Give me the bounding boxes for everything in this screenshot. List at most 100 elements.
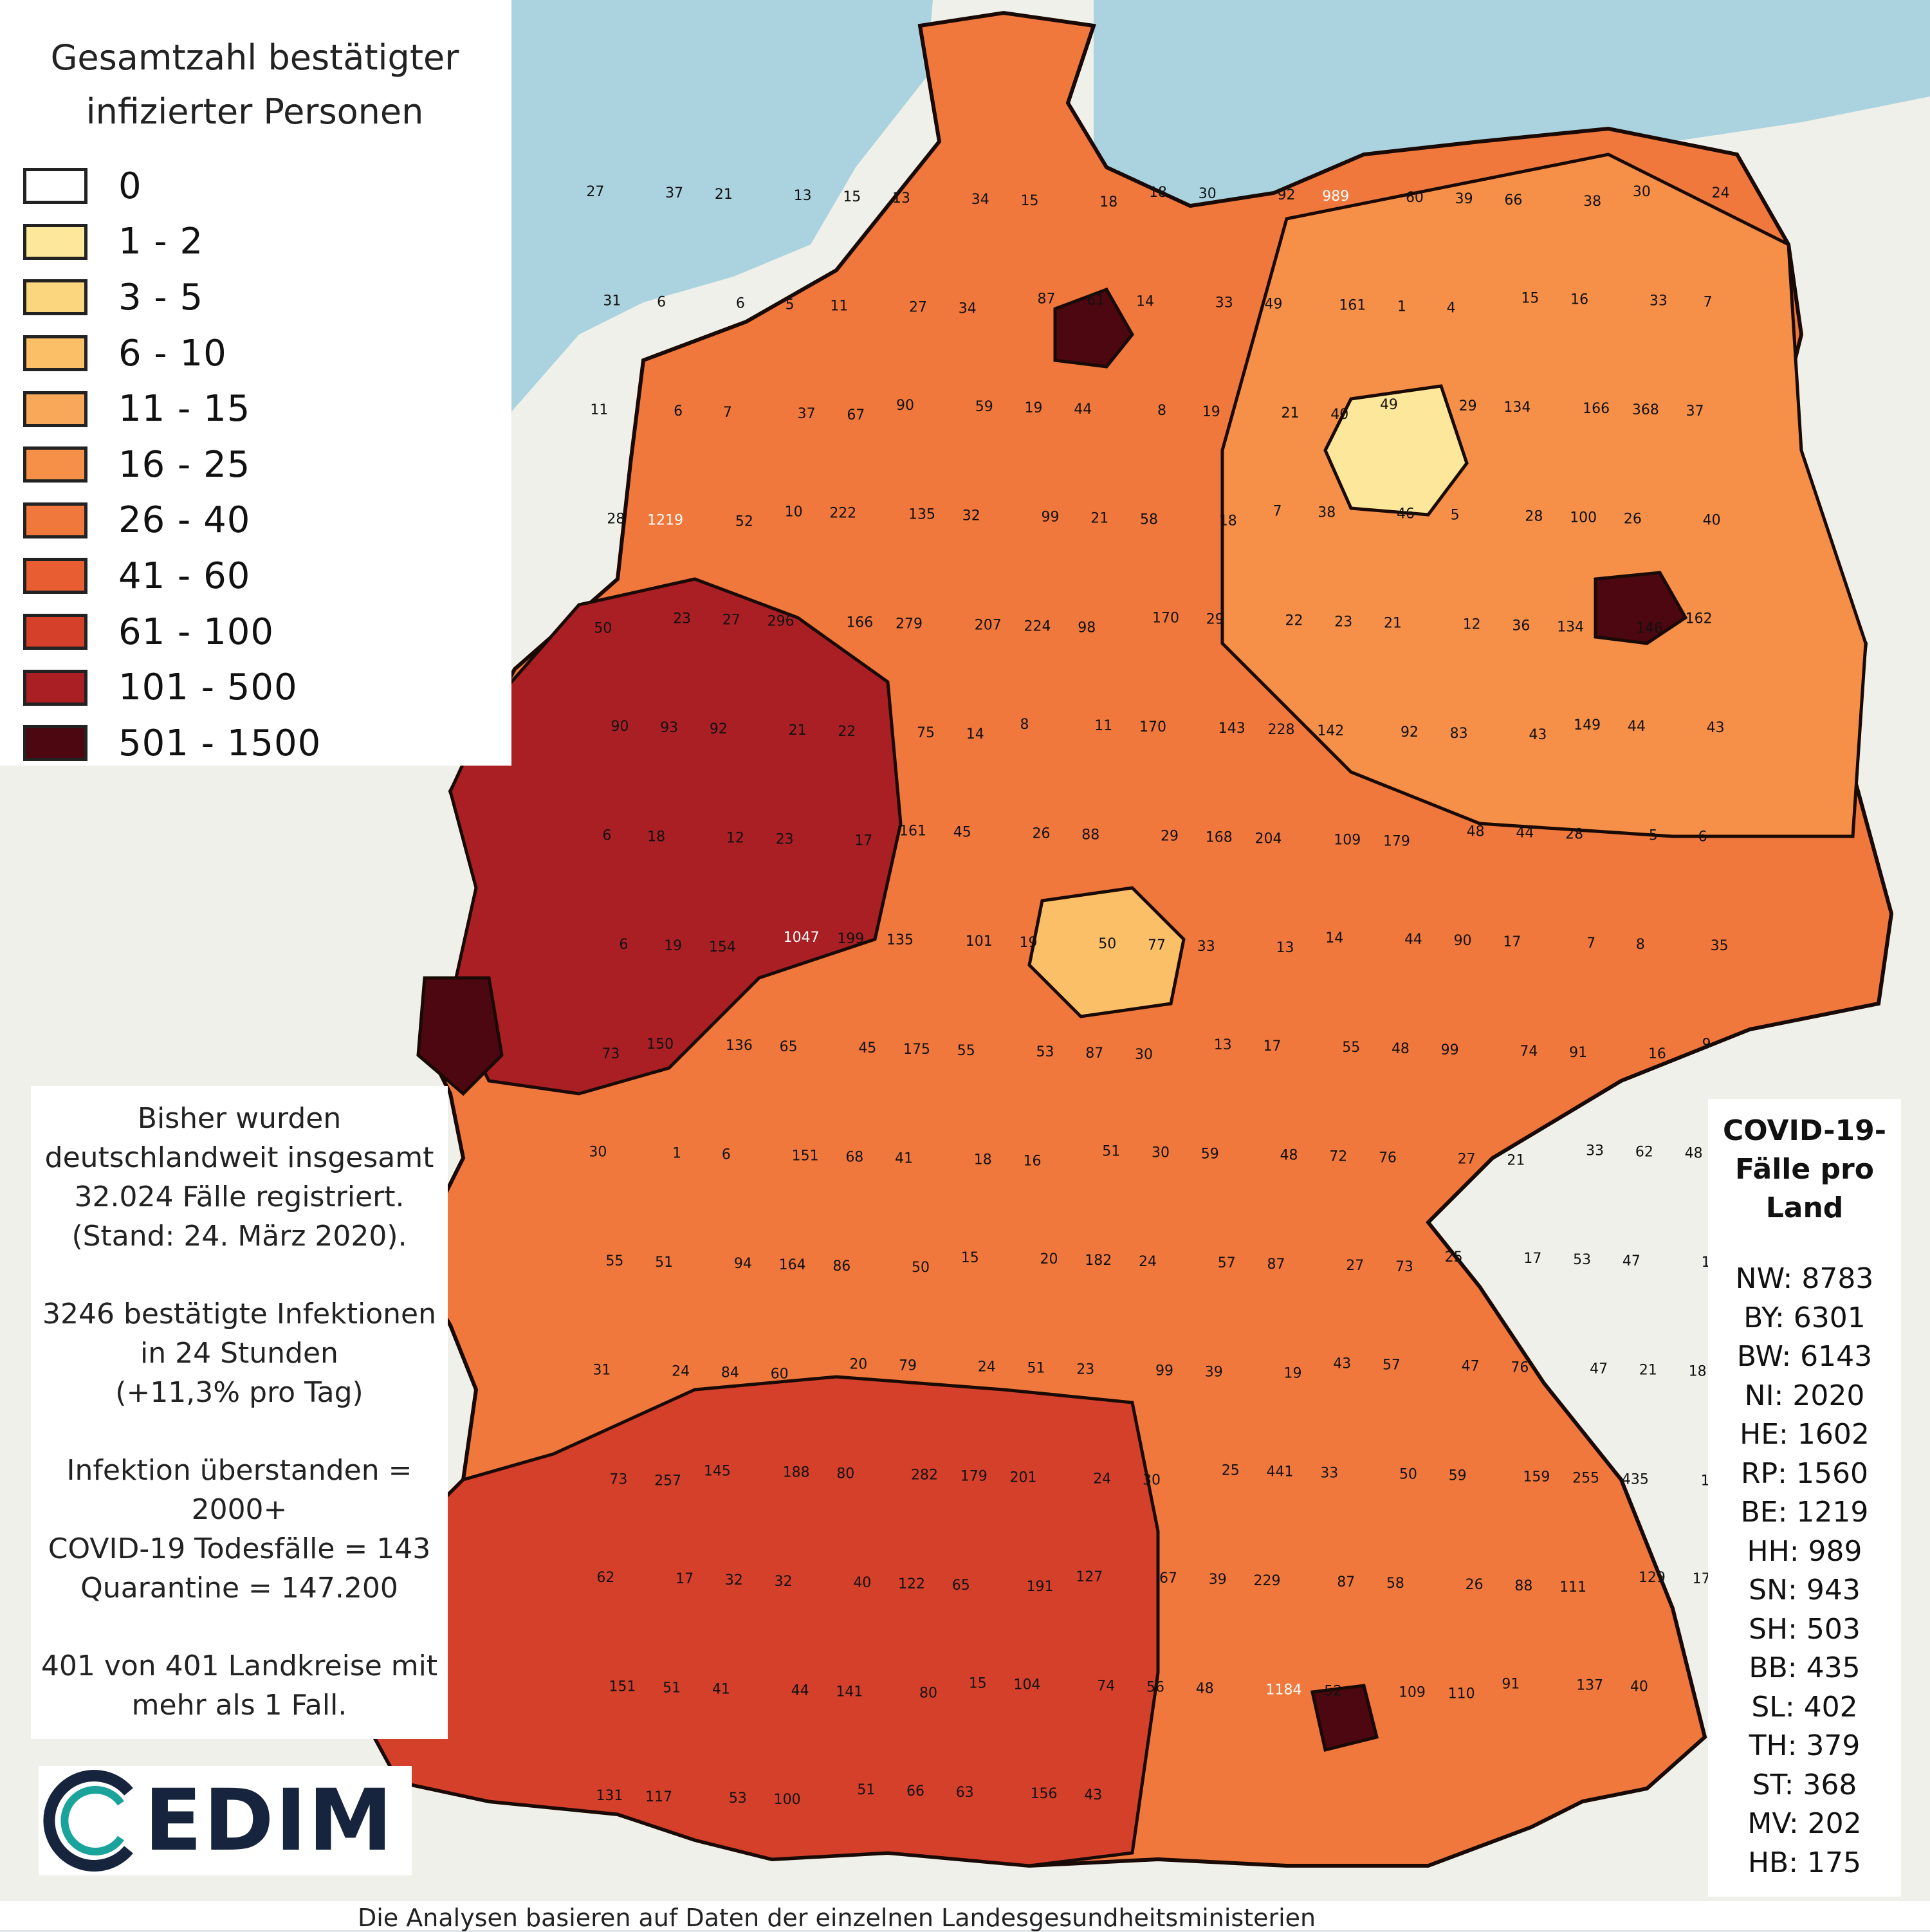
district-case-label: 13	[794, 188, 812, 204]
district-case-label: 51	[1027, 1361, 1045, 1377]
summary-line: Infektion überstanden =	[66, 1454, 412, 1487]
district-case-label: 87	[1337, 1574, 1355, 1590]
district-case-label: 13	[892, 190, 910, 207]
district-case-label: 38	[1583, 194, 1601, 210]
district-case-label: 99	[1155, 1363, 1173, 1379]
district-case-label: 20	[849, 1357, 867, 1373]
district-case-label: 5	[786, 297, 795, 313]
east-region	[1220, 152, 1868, 838]
legend-swatch	[23, 669, 87, 706]
district-case-label: 47	[1590, 1361, 1608, 1377]
district-case-label: 164	[779, 1257, 806, 1273]
district-case-label: 26	[1466, 1577, 1484, 1593]
cedim-logo-text: EDIM	[144, 1771, 394, 1870]
district-case-label: 15	[843, 189, 861, 205]
district-case-label: 28	[1525, 509, 1543, 525]
district-case-label: 57	[1218, 1255, 1236, 1271]
legend-row: 3 - 5	[23, 270, 511, 326]
district-case-label: 168	[1206, 830, 1233, 846]
district-case-label: 166	[846, 614, 873, 630]
district-case-label: 11	[830, 298, 848, 314]
district-case-label: 21	[1281, 405, 1299, 421]
district-case-label: 23	[1334, 614, 1352, 630]
district-case-label: 33	[1320, 1465, 1338, 1481]
district-case-label: 30	[1135, 1047, 1153, 1063]
legend-rows: 0 1 - 2 3 - 5 6 - 10 11 - 15 16 - 25 26 - 40 41…	[23, 158, 511, 771]
district-case-label: 90	[611, 719, 629, 735]
district-case-label: 28	[1565, 827, 1583, 843]
district-case-label: 66	[1504, 192, 1522, 208]
state-row-sh: SH: 503	[1749, 1612, 1861, 1646]
district-case-label: 224	[1024, 618, 1051, 634]
cedim-logo-ring-icon	[43, 1770, 133, 1872]
district-case-label: 1184	[1265, 1682, 1301, 1698]
hamburg-district	[1053, 287, 1135, 369]
district-case-label: 49	[1264, 296, 1282, 312]
district-case-label: 129	[1639, 1570, 1666, 1586]
district-case-label: 87	[1085, 1045, 1103, 1062]
district-case-label: 179	[1383, 834, 1410, 850]
district-case-label: 21	[1384, 615, 1402, 631]
district-case-label: 55	[957, 1043, 975, 1059]
legend-swatch	[23, 558, 87, 594]
legend-row: 41 - 60	[23, 548, 511, 604]
district-case-label: 19	[1283, 1366, 1301, 1382]
district-case-label: 14	[1325, 930, 1343, 946]
summary-panel: Bisher wurden deutschlandweit insgesamt 32…	[31, 1086, 448, 1739]
summary-line: in 24 Stunden	[140, 1337, 338, 1370]
district-case-label: 59	[1449, 1467, 1467, 1484]
district-case-label: 222	[829, 506, 856, 522]
district-case-label: 99	[1441, 1042, 1459, 1058]
district-case-label: 15	[969, 1676, 987, 1692]
district-case-label: 228	[1267, 722, 1294, 738]
district-case-label: 17	[1503, 934, 1521, 950]
district-case-label: 43	[1333, 1356, 1351, 1372]
state-row-bb: BB: 435	[1749, 1651, 1861, 1684]
district-case-label: 48	[1196, 1681, 1214, 1697]
legend-row: 1 - 2	[23, 214, 511, 270]
district-case-label: 14	[1136, 293, 1154, 309]
district-case-label: 441	[1266, 1464, 1293, 1480]
district-case-label: 17	[1523, 1251, 1541, 1267]
district-case-label: 37	[1686, 403, 1704, 419]
legend-row: 61 - 100	[23, 604, 511, 660]
legend-swatch	[23, 335, 87, 372]
district-case-label: 84	[721, 1365, 739, 1381]
district-case-label: 7	[1586, 935, 1595, 952]
state-row-nw: NW: 8783	[1735, 1262, 1874, 1295]
district-case-label: 25	[1445, 1249, 1463, 1265]
district-case-label: 135	[908, 507, 935, 523]
district-case-label: 30	[1633, 184, 1651, 200]
district-case-label: 30	[589, 1144, 607, 1160]
district-case-label: 88	[1081, 827, 1099, 843]
district-case-label: 94	[734, 1256, 752, 1272]
district-case-label: 6	[722, 1146, 731, 1163]
district-case-label: 27	[1346, 1258, 1364, 1274]
footer-bar: Die Analysen basieren auf Daten der einz…	[0, 1901, 1930, 1932]
district-case-label: 56	[1146, 1680, 1164, 1696]
cases-per-state-title: COVID-19- Fälle pro Land	[1708, 1112, 1901, 1228]
district-case-label: 47	[1622, 1253, 1640, 1269]
legend-label: 61 - 100	[118, 611, 274, 653]
legend-title-line1: Gesamtzahl bestätigter	[50, 37, 459, 78]
district-case-label: 117	[645, 1789, 672, 1805]
district-case-label: 16	[1648, 1046, 1666, 1062]
legend-row: 16 - 25	[23, 437, 511, 493]
district-case-label: 19	[664, 938, 682, 954]
district-case-label: 65	[952, 1578, 970, 1594]
district-case-label: 17	[1693, 1571, 1711, 1587]
district-case-label: 25	[1222, 1462, 1240, 1478]
legend-swatch	[23, 168, 87, 205]
district-case-label: 28	[607, 511, 625, 528]
district-case-label: 66	[906, 1783, 924, 1799]
district-case-label: 48	[1467, 824, 1485, 840]
district-case-label: 5	[1451, 508, 1460, 524]
district-case-label: 191	[1027, 1579, 1054, 1595]
district-case-label: 44	[1516, 825, 1534, 842]
district-case-label: 22	[1285, 612, 1303, 629]
legend-row: 501 - 1500	[23, 715, 511, 771]
summary-line: 32.024 Fälle registriert.	[74, 1181, 405, 1213]
district-case-label: 19	[1020, 935, 1038, 951]
district-case-label: 44	[1404, 932, 1422, 948]
